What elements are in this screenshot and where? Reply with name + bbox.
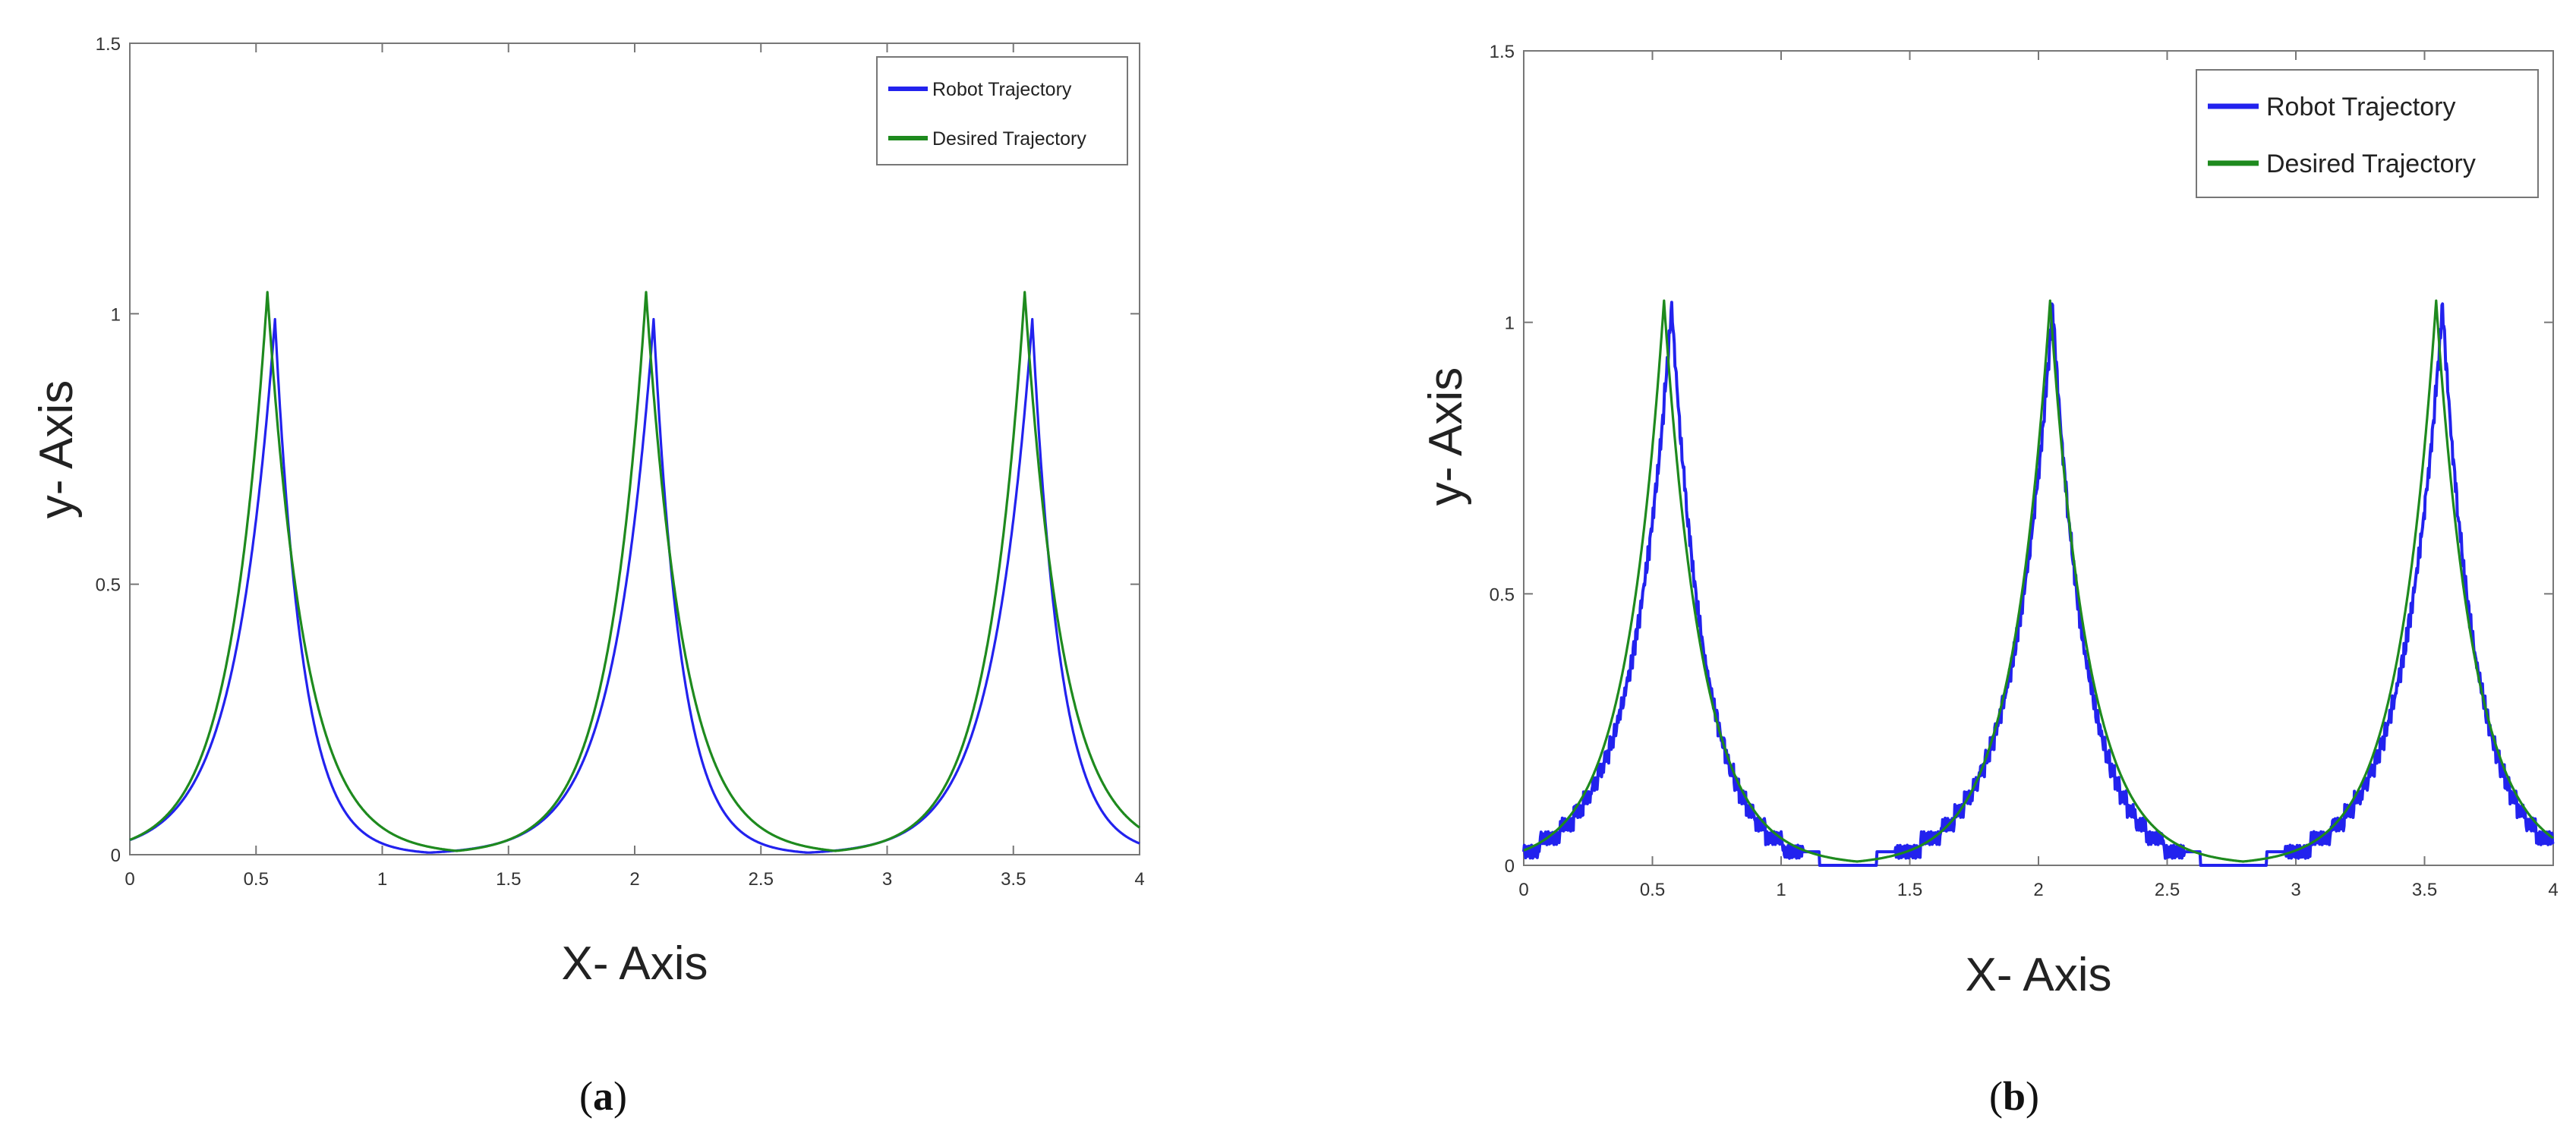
x-tick-label: 1.5 [1897,880,1922,900]
series-group-a [129,291,1140,854]
y-tick-label: 1 [1505,313,1515,334]
panel-b: 0 0.5 1 1.5 2 2.5 3 3.5 4 0 0.5 1 1.5 Robot Traject… [1420,42,2559,1119]
y-tick-label: 0 [1505,856,1515,877]
panel-caption-letter-b: b [2003,1073,2026,1119]
y-axis-label-a: y- Axis [30,380,83,519]
y-tick-label: 0.5 [1490,584,1515,605]
panel-a: 0 0.5 1 1.5 2 2.5 3 3.5 4 0 0.5 1 1.5 Robot Traject… [30,34,1145,1119]
x-tick-label: 3.5 [2412,880,2437,900]
x-tick-label: 3.5 [1001,869,1026,890]
y-ticks-b: 0 0.5 1 1.5 [1490,42,2553,877]
x-tick-label: 2.5 [2155,880,2180,900]
legend-label-desired-b: Desired Trajectory [2266,150,2476,178]
y-tick-label: 0 [111,846,121,866]
x-tick-label: 0 [1518,880,1528,900]
series-line-desired-b [1523,299,2554,863]
x-tick-label: 2.5 [749,869,774,890]
x-ticks-a: 0 0.5 1 1.5 2 2.5 3 3.5 4 [125,43,1145,890]
panel-caption-letter-a: a [593,1073,613,1119]
legend-b: Robot Trajectory Desired Trajectory [2196,69,2539,198]
x-tick-label: 3 [882,869,892,890]
series-group-b [1522,299,2555,867]
x-tick-label: 4 [1134,869,1144,890]
legend-a: Robot Trajectory Desired Trajectory [876,56,1128,165]
legend-label-robot-b: Robot Trajectory [2266,93,2455,121]
series-line-robot-b [1522,301,2555,867]
legend-label-desired-a: Desired Trajectory [932,128,1086,150]
y-ticks-a: 0 0.5 1 1.5 [96,34,1140,866]
y-axis-label-b: y- Axis [1420,367,1472,506]
x-tick-label: 1.5 [496,869,521,890]
x-ticks-b: 0 0.5 1 1.5 2 2.5 3 3.5 4 [1518,51,2559,900]
legend-box-a [876,56,1128,165]
series-line-robot-a [129,317,1140,854]
x-tick-label: 0 [125,869,134,890]
y-tick-label: 1.5 [96,34,121,55]
x-tick-label: 2 [629,869,639,890]
legend-box-b [2196,69,2539,198]
y-tick-label: 1 [111,304,121,325]
x-tick-label: 0.5 [1640,880,1665,900]
x-tick-label: 4 [2548,880,2558,900]
x-tick-label: 3 [2291,880,2300,900]
x-tick-label: 1 [1776,880,1786,900]
x-tick-label: 1 [377,869,387,890]
panel-caption-b: (b) [1989,1073,2039,1119]
x-tick-label: 0.5 [244,869,269,890]
y-tick-label: 0.5 [96,575,121,596]
panel-caption-a: (a) [579,1073,627,1119]
legend-label-robot-a: Robot Trajectory [932,79,1072,100]
x-tick-label: 2 [2033,880,2043,900]
y-tick-label: 1.5 [1490,42,1515,62]
x-axis-label-b: X- Axis [1966,949,2112,1001]
series-line-desired-a [129,291,1140,852]
x-axis-label-a: X- Axis [562,937,708,990]
